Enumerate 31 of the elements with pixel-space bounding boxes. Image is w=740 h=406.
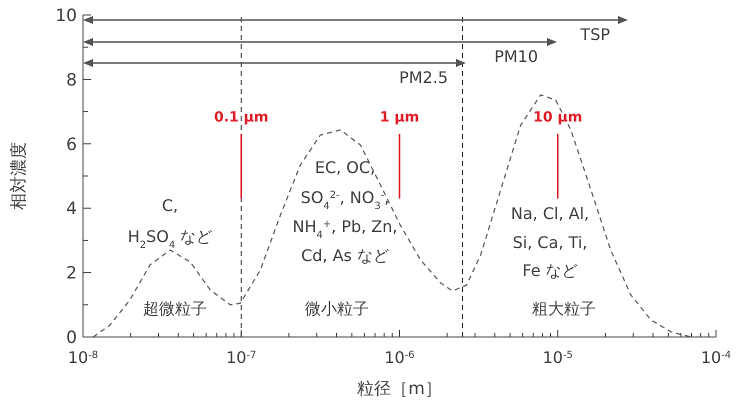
y-tick-label: 8 bbox=[66, 70, 77, 90]
annotation: PM10 bbox=[494, 47, 538, 66]
annotation: 粗大粒子 bbox=[532, 299, 596, 318]
annotation: H$_{2}$SO$_{4}$ など bbox=[128, 227, 212, 250]
annotation: 超微粒子 bbox=[143, 299, 207, 318]
x-tick-label: 10$^{-6}$ bbox=[384, 348, 415, 367]
x-tick-label: 10$^{-5}$ bbox=[542, 348, 573, 367]
x-tick-label: 10$^{-7}$ bbox=[226, 348, 256, 367]
annotation: TSP bbox=[579, 25, 610, 44]
y-tick-label: 6 bbox=[66, 134, 77, 155]
x-axis-title: 粒径［m］ bbox=[357, 379, 442, 399]
annotation: EC, OC, bbox=[314, 158, 376, 177]
y-axis-title: 相対濃度 bbox=[9, 142, 29, 210]
x-tick-label: 10$^{-4}$ bbox=[700, 348, 732, 367]
annotation: Fe など bbox=[522, 261, 578, 280]
y-tick-label: 4 bbox=[66, 199, 77, 220]
y-tick-label: 2 bbox=[66, 264, 77, 284]
annotation: C, bbox=[162, 196, 178, 215]
annotation: SO$_{4}$$^{2-}$, NO$_{3}$$^{-}$, bbox=[300, 188, 390, 212]
ref-line-label: 0.1 µm bbox=[214, 109, 269, 126]
ref-line-label: 1 µm bbox=[380, 109, 420, 126]
x-tick-label: 10$^{-8}$ bbox=[68, 348, 98, 367]
y-tick-label: 0 bbox=[66, 328, 77, 348]
annotation: NH$_{4}$$^{+}$, Pb, Zn, bbox=[292, 217, 398, 240]
annotation: 微小粒子 bbox=[305, 299, 369, 318]
y-tick-label: 10 bbox=[55, 6, 77, 26]
annotation: PM2.5 bbox=[399, 68, 448, 87]
annotation: Cd, As など bbox=[301, 246, 389, 265]
annotation: Na, Cl, Al, bbox=[510, 204, 590, 223]
ref-line-label: 10 µm bbox=[533, 109, 582, 126]
annotation: Si, Ca, Ti, bbox=[512, 233, 588, 252]
